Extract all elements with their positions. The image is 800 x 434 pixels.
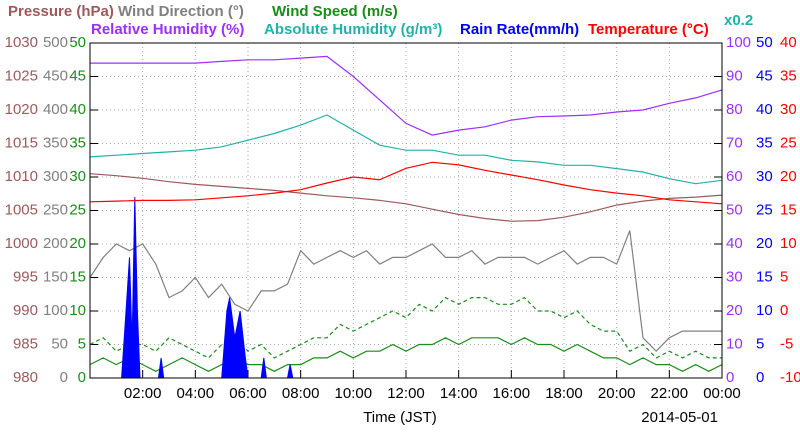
y-tick-label: 15 bbox=[69, 268, 86, 285]
x-axis-title: Time (JST) bbox=[363, 409, 437, 426]
x-tick-label: 20:00 bbox=[598, 385, 636, 402]
y-tick-label: 45 bbox=[69, 67, 86, 84]
series-line bbox=[89, 161, 723, 205]
y-tick-label: 1025 bbox=[5, 67, 38, 84]
y-tick-label: 0 bbox=[78, 369, 86, 386]
x-tick-label: 10:00 bbox=[335, 385, 373, 402]
series-line bbox=[89, 337, 723, 372]
y-tick-label: 50 bbox=[726, 201, 743, 218]
y-tick-label: 60 bbox=[726, 168, 743, 185]
series-line bbox=[89, 114, 723, 185]
y-tick-label: 20 bbox=[780, 168, 797, 185]
y-tick-label: 25 bbox=[756, 201, 773, 218]
y-tick-label: 20 bbox=[756, 235, 773, 252]
scale-label: x0.2 bbox=[724, 12, 753, 29]
y-tick-label: 980 bbox=[13, 369, 38, 386]
legend-label: Absolute Humidity (g/m³) bbox=[264, 21, 442, 38]
y-tick-label: 1000 bbox=[5, 235, 38, 252]
series-line bbox=[90, 55, 723, 136]
legend-label: Rain Rate(mm/h) bbox=[460, 21, 579, 38]
legend-label: Temperature (°C) bbox=[588, 21, 709, 38]
y-tick-label: 45 bbox=[756, 67, 773, 84]
y-tick-label: -10 bbox=[780, 369, 800, 386]
y-tick-label: 40 bbox=[69, 101, 86, 118]
y-tick-label: 30 bbox=[726, 268, 743, 285]
plot-frame bbox=[89, 42, 723, 379]
y-tick-label: 0 bbox=[60, 369, 68, 386]
y-tick-label: 200 bbox=[43, 235, 68, 252]
series-line bbox=[89, 173, 723, 222]
x-tick-label: 06:00 bbox=[229, 385, 267, 402]
y-tick-label: 1030 bbox=[5, 34, 38, 51]
y-tick-label: 35 bbox=[756, 134, 773, 151]
y-tick-label: 1010 bbox=[5, 168, 38, 185]
y-tick-label: 995 bbox=[13, 268, 38, 285]
y-tick-label: 5 bbox=[780, 268, 788, 285]
y-tick-label: 50 bbox=[69, 34, 86, 51]
x-tick-label: 14:00 bbox=[440, 385, 478, 402]
y-tick-label: 90 bbox=[726, 67, 743, 84]
y-tick-label: 50 bbox=[51, 335, 68, 352]
y-tick-label: 10 bbox=[756, 302, 773, 319]
y-tick-label: 40 bbox=[756, 101, 773, 118]
y-tick-label: 80 bbox=[726, 101, 743, 118]
y-tick-label: 25 bbox=[69, 201, 86, 218]
y-tick-label: 20 bbox=[69, 235, 86, 252]
y-tick-label: 10 bbox=[726, 335, 743, 352]
y-tick-label: 0 bbox=[756, 369, 764, 386]
y-tick-label: 5 bbox=[78, 335, 86, 352]
y-tick-label: 1005 bbox=[5, 201, 38, 218]
y-tick-label: 500 bbox=[43, 34, 68, 51]
y-tick-label: 150 bbox=[43, 268, 68, 285]
y-tick-label: 400 bbox=[43, 101, 68, 118]
y-tick-label: 70 bbox=[726, 134, 743, 151]
y-tick-label: 0 bbox=[726, 369, 734, 386]
y-tick-label: 40 bbox=[726, 235, 743, 252]
y-tick-label: 35 bbox=[780, 67, 797, 84]
y-tick-label: 1015 bbox=[5, 134, 38, 151]
x-tick-label: 00:00 bbox=[703, 385, 741, 402]
y-tick-label: 30 bbox=[780, 101, 797, 118]
y-tick-label: 30 bbox=[69, 168, 86, 185]
y-tick-label: 985 bbox=[13, 335, 38, 352]
y-tick-label: 15 bbox=[756, 268, 773, 285]
series-line bbox=[89, 230, 722, 353]
y-tick-label: 450 bbox=[43, 67, 68, 84]
x-tick-label: 04:00 bbox=[177, 385, 215, 402]
legend-label: Pressure (hPa) bbox=[8, 3, 114, 20]
y-tick-label: 100 bbox=[726, 34, 751, 51]
y-tick-label: 20 bbox=[726, 302, 743, 319]
y-tick-label: 0 bbox=[780, 302, 788, 319]
x-tick-label: 08:00 bbox=[282, 385, 320, 402]
date-label: 2014-05-01 bbox=[641, 409, 718, 426]
x-tick-label: 12:00 bbox=[387, 385, 425, 402]
y-tick-label: 25 bbox=[780, 134, 797, 151]
x-tick-label: 22:00 bbox=[651, 385, 689, 402]
y-tick-label: 50 bbox=[756, 34, 773, 51]
y-tick-label: 350 bbox=[43, 134, 68, 151]
y-tick-label: 100 bbox=[43, 302, 68, 319]
y-tick-label: 30 bbox=[756, 168, 773, 185]
y-tick-label: 15 bbox=[780, 201, 797, 218]
legend-label: Wind Speed (m/s) bbox=[272, 3, 398, 20]
y-tick-label: 250 bbox=[43, 201, 68, 218]
y-tick-label: 990 bbox=[13, 302, 38, 319]
x-tick-label: 18:00 bbox=[545, 385, 583, 402]
y-tick-label: 10 bbox=[780, 235, 797, 252]
legend-label: Relative Humidity (%) bbox=[91, 21, 244, 38]
x-tick-label: 16:00 bbox=[493, 385, 531, 402]
legend-label: Wind Direction (°) bbox=[118, 3, 244, 20]
y-tick-label: 5 bbox=[756, 335, 764, 352]
y-tick-label: 35 bbox=[69, 134, 86, 151]
y-tick-label: 40 bbox=[780, 34, 797, 51]
y-tick-label: -5 bbox=[780, 335, 793, 352]
y-tick-label: 1020 bbox=[5, 101, 38, 118]
y-tick-label: 300 bbox=[43, 168, 68, 185]
x-tick-label: 02:00 bbox=[124, 385, 162, 402]
y-tick-label: 10 bbox=[69, 302, 86, 319]
